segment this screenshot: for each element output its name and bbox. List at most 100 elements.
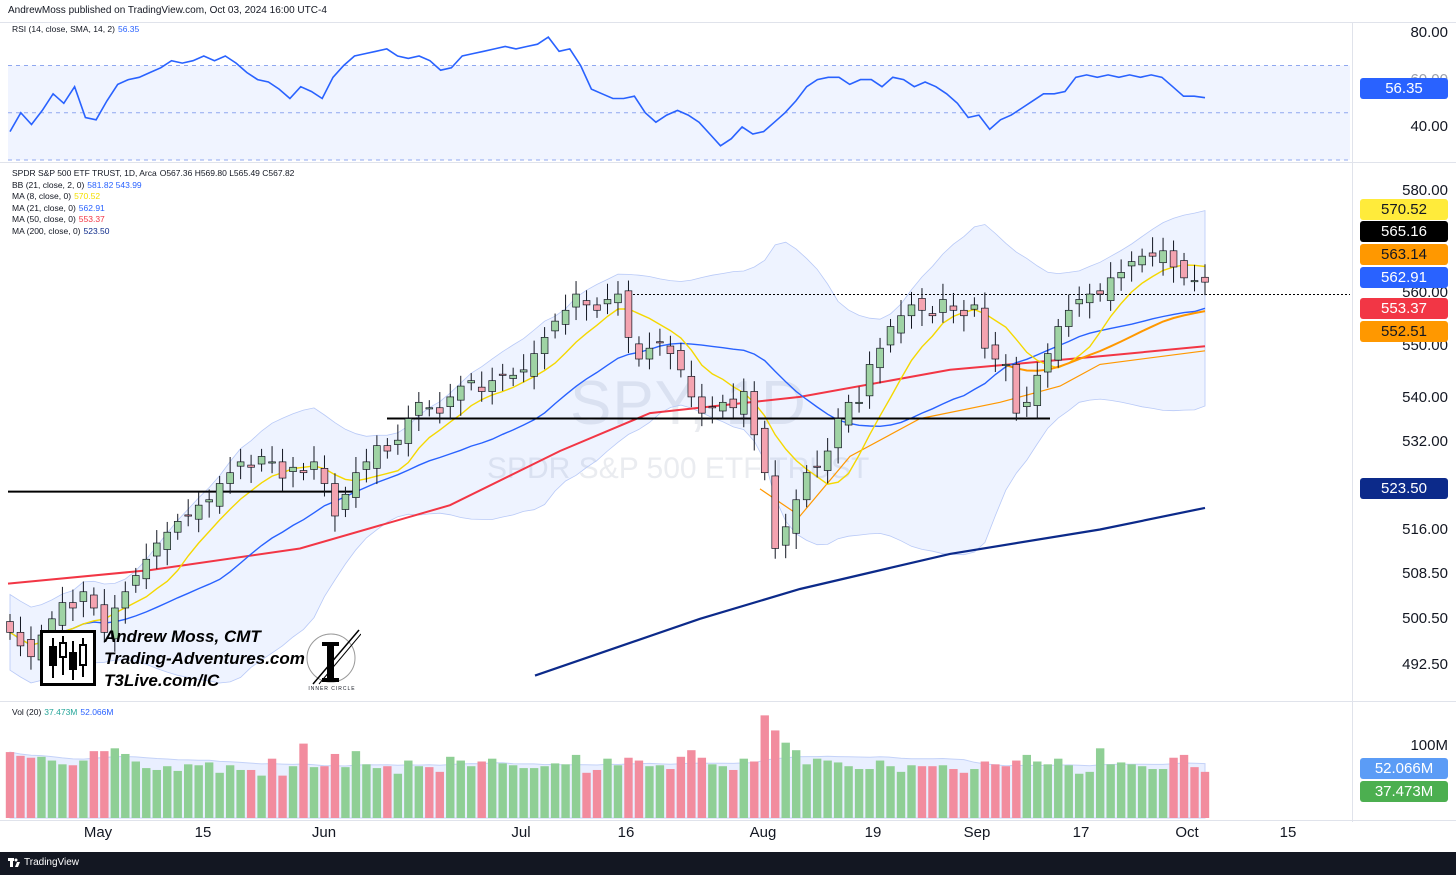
volume-bar: [508, 765, 518, 818]
author-block: Andrew Moss, CMT Trading-Adventures.com …: [104, 626, 305, 692]
volume-bar: [781, 742, 790, 818]
candle-body: [383, 445, 392, 452]
volume-bar: [771, 730, 780, 818]
candle-body: [991, 344, 1000, 360]
candle-body: [415, 401, 423, 416]
author-logo-icon: [40, 630, 96, 686]
volume-bar: [624, 757, 633, 818]
x-label: 15: [1279, 824, 1297, 841]
volume-bar: [204, 762, 214, 818]
volume-bar: [529, 768, 539, 818]
volume-bar: [1106, 764, 1115, 818]
volume-bar: [970, 769, 979, 818]
candle-body: [530, 353, 538, 377]
volume-bar: [456, 760, 465, 818]
volume-bar: [1179, 754, 1189, 818]
candle-body: [855, 401, 863, 404]
volume-bar: [519, 768, 528, 818]
volume-bar: [278, 775, 287, 818]
author-name: Andrew Moss, CMT: [104, 627, 261, 646]
volume-bar: [467, 766, 476, 818]
volume-bar: [79, 760, 88, 818]
candle-body: [572, 293, 580, 308]
candle-body: [58, 602, 67, 626]
candle-body: [1096, 290, 1104, 295]
volume-bar: [1200, 771, 1210, 818]
volume-bar: [330, 753, 340, 818]
volume-bar: [833, 762, 843, 818]
legend-series-value: O567.36 H569.80 L565.49 C567.82: [159, 168, 295, 178]
author-link[interactable]: T3Live.com/IC: [104, 671, 220, 690]
candle-body: [792, 499, 800, 534]
footer-bar: [0, 852, 1456, 875]
rsi-tick: 80.00: [1410, 24, 1448, 41]
candle-body: [1033, 374, 1042, 406]
volume-bar: [645, 766, 654, 818]
volume-bar: [173, 770, 182, 818]
legend-series-value: 570.52: [74, 191, 101, 201]
volume-legend-value-1: 37.473M: [44, 707, 78, 717]
candle-body: [1201, 276, 1209, 283]
volume-bar: [949, 769, 958, 818]
candle-body: [1106, 277, 1115, 301]
volume-bar: [708, 764, 717, 818]
rsi-band: [8, 65, 1350, 160]
candle-body: [603, 299, 612, 305]
volume-bar: [812, 758, 822, 818]
volume-bar: [309, 767, 319, 818]
volume-bar: [110, 748, 120, 818]
volume-bar: [1085, 771, 1094, 818]
price-legend-row: MA (8, close, 0) 570.52: [12, 191, 294, 203]
volume-bar: [142, 768, 151, 818]
rsi-line: [9, 36, 1206, 147]
author-site[interactable]: Trading-Adventures.com: [104, 649, 305, 668]
volume-bar: [47, 760, 57, 818]
candle-body: [1064, 309, 1073, 327]
rsi-legend-name: RSI (14, close, SMA, 14, 2): [12, 24, 115, 34]
candle-body: [876, 347, 884, 369]
candle-body: [6, 621, 14, 633]
candle-body: [677, 350, 685, 371]
candle-body: [593, 304, 601, 311]
candle-body: [939, 299, 947, 313]
volume-bar: [477, 761, 486, 818]
volume-bar: [100, 751, 109, 818]
volume-bar: [362, 764, 371, 818]
candle-body: [1159, 250, 1167, 264]
candle-body: [100, 604, 109, 633]
rsi-value-tag: 56.35: [1360, 78, 1448, 99]
candle-body: [760, 427, 769, 474]
candle-body: [729, 398, 738, 409]
price-tick: 560.00: [1402, 284, 1448, 301]
legend-series-name: MA (50, close, 0): [12, 214, 76, 224]
price-tag-last: 565.16: [1360, 221, 1448, 242]
candle-body: [90, 594, 98, 609]
volume-bar: [1158, 769, 1168, 818]
candle-body: [331, 483, 339, 517]
candle-body: [813, 465, 821, 468]
volume-bar: [823, 760, 832, 818]
candle-body: [394, 439, 402, 445]
volume-bar: [676, 756, 686, 818]
volume-bar: [1116, 762, 1126, 818]
volume-bar: [299, 743, 308, 818]
candle-body: [373, 445, 381, 469]
volume-bar: [666, 769, 675, 818]
volume-bar: [68, 765, 78, 818]
candle-body: [666, 345, 675, 354]
volume-bar: [383, 766, 392, 818]
candle-body: [918, 298, 926, 311]
bollinger-band: [9, 210, 1206, 684]
tradingview-logo-icon: [8, 858, 20, 868]
x-label: Jun: [311, 824, 337, 841]
candle-body: [886, 326, 895, 346]
x-label: 19: [864, 824, 882, 841]
ma50-line: [7, 345, 1206, 585]
volume-bar: [1137, 766, 1147, 818]
candle-body: [79, 591, 88, 602]
volume-bar: [131, 761, 140, 818]
volume-legend-name: Vol (20): [12, 707, 42, 717]
legend-series-name: MA (21, close, 0): [12, 202, 76, 213]
candle-body: [970, 304, 979, 310]
